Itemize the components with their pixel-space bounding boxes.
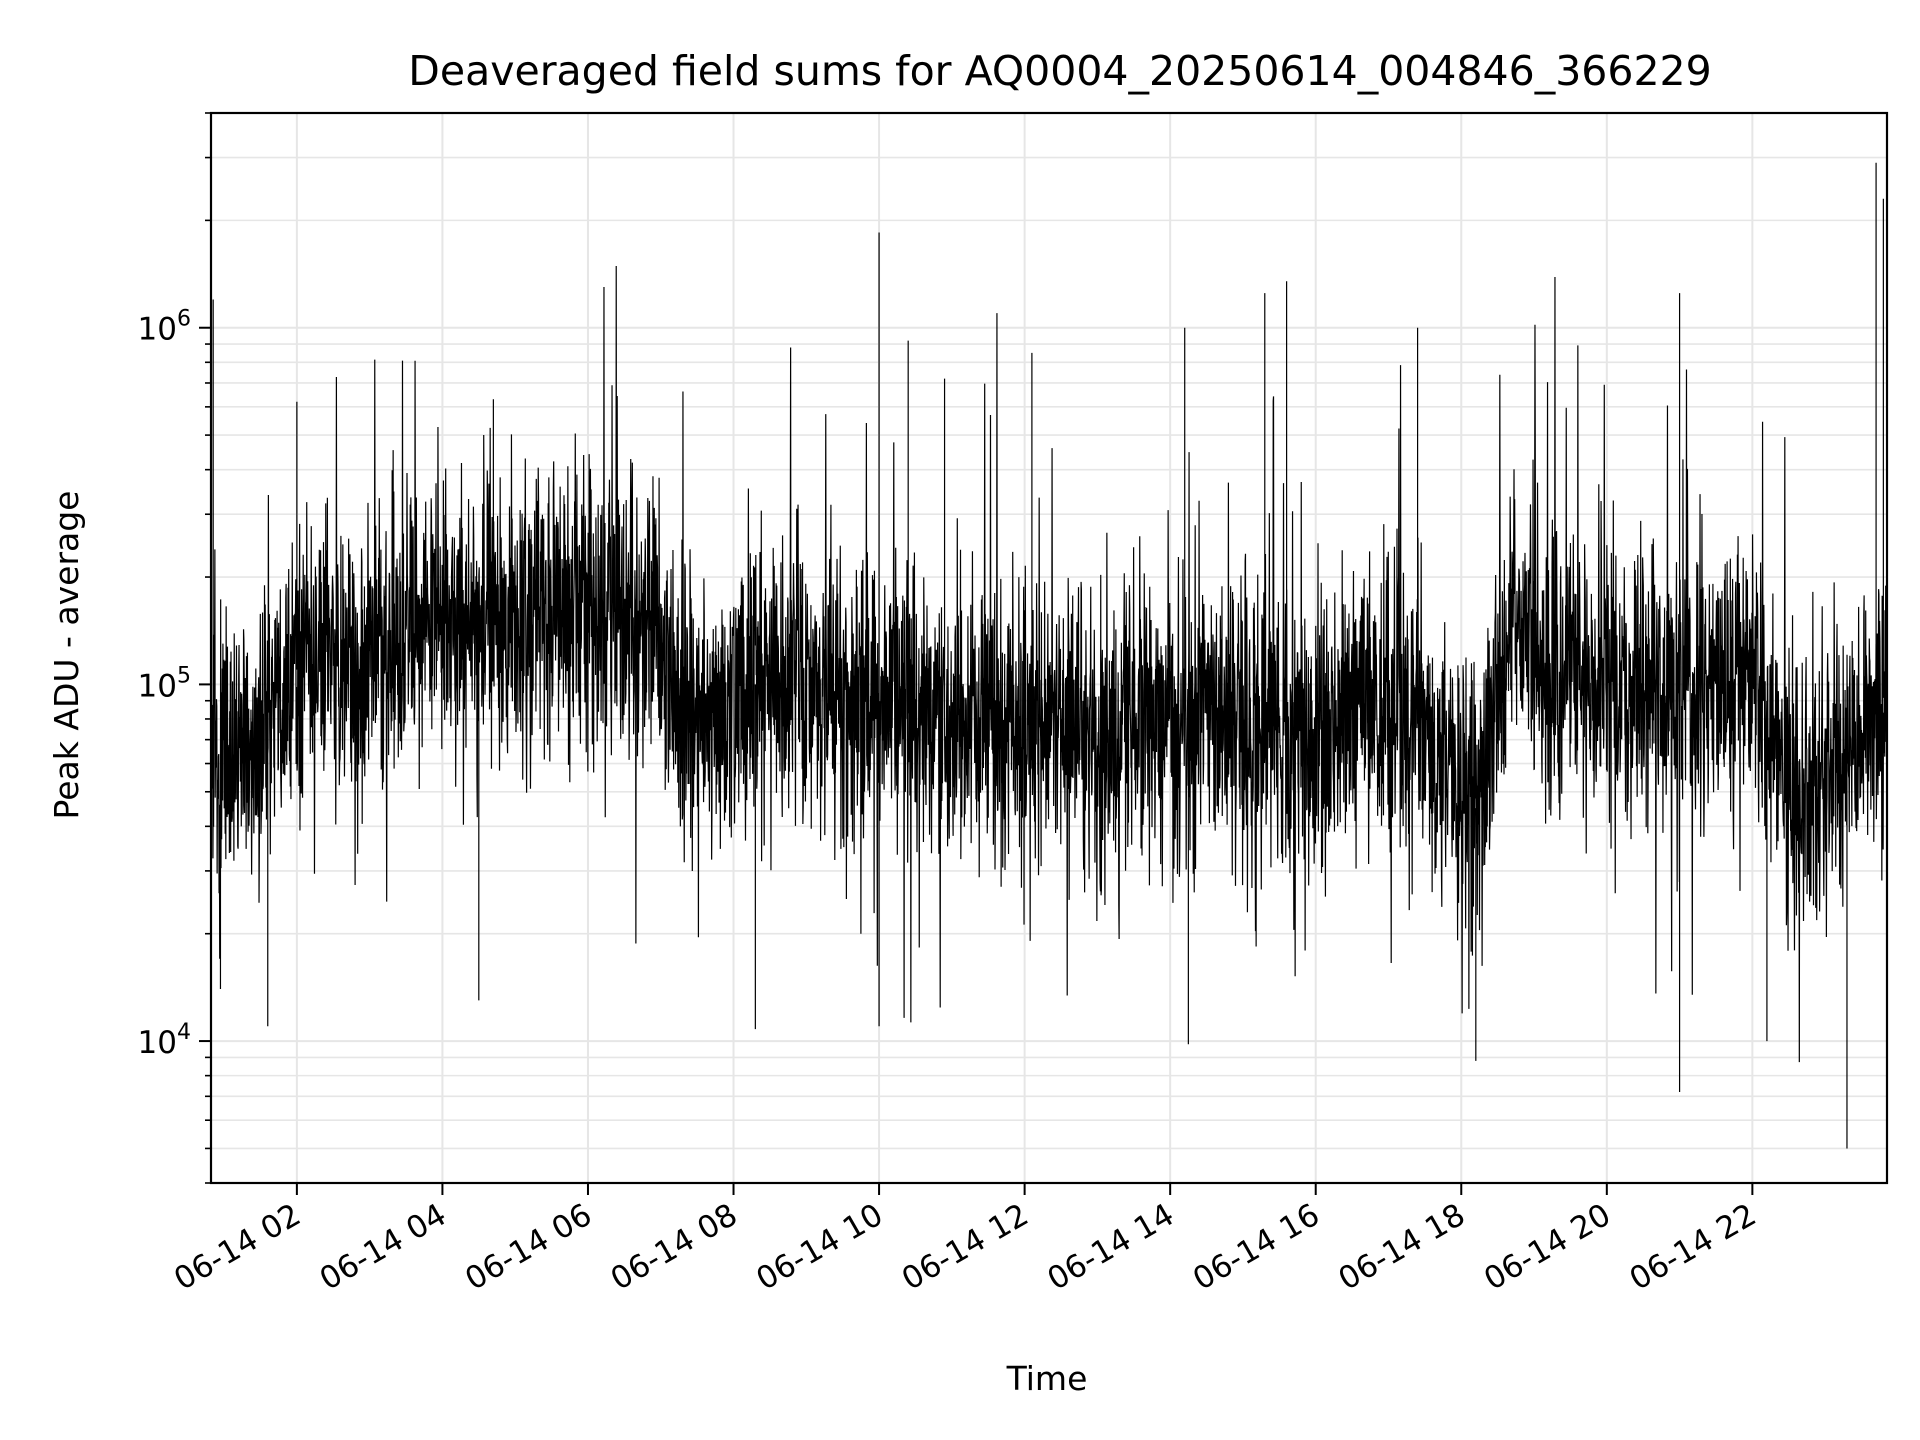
plot-frame <box>209 111 1889 1185</box>
series-line <box>210 162 1888 1149</box>
x-tick-label: 06-14 08 <box>605 1197 744 1298</box>
x-tick-label: 06-14 10 <box>750 1197 889 1298</box>
x-axis-label: Time <box>1006 1359 1088 1398</box>
x-tick-label: 06-14 20 <box>1478 1197 1617 1298</box>
x-tick-label: 06-14 04 <box>314 1197 453 1298</box>
x-tick-label: 06-14 14 <box>1041 1197 1180 1298</box>
y-tick-label: 105 <box>138 663 191 704</box>
x-tick-label: 06-14 16 <box>1187 1197 1326 1298</box>
x-tick-label: 06-14 18 <box>1333 1197 1472 1298</box>
chart-title: Deaveraged field sums for AQ0004_2025061… <box>408 47 1711 95</box>
x-tick-label: 06-14 02 <box>168 1197 307 1298</box>
y-axis-ticks: 104 105 106 <box>138 112 211 1184</box>
y-tick-label: 104 <box>138 1020 191 1061</box>
x-tick-label: 06-14 22 <box>1624 1197 1763 1298</box>
y-axis-label: Peak ADU - average <box>47 491 86 820</box>
y-tick-label: 106 <box>138 307 191 348</box>
x-tick-label: 06-14 06 <box>459 1197 598 1298</box>
x-tick-label: 06-14 12 <box>896 1197 1035 1298</box>
plot-area <box>210 162 1888 1149</box>
x-axis-ticks: 06-14 02 06-14 04 06-14 06 06-14 08 06-14 10… <box>168 1183 1762 1298</box>
